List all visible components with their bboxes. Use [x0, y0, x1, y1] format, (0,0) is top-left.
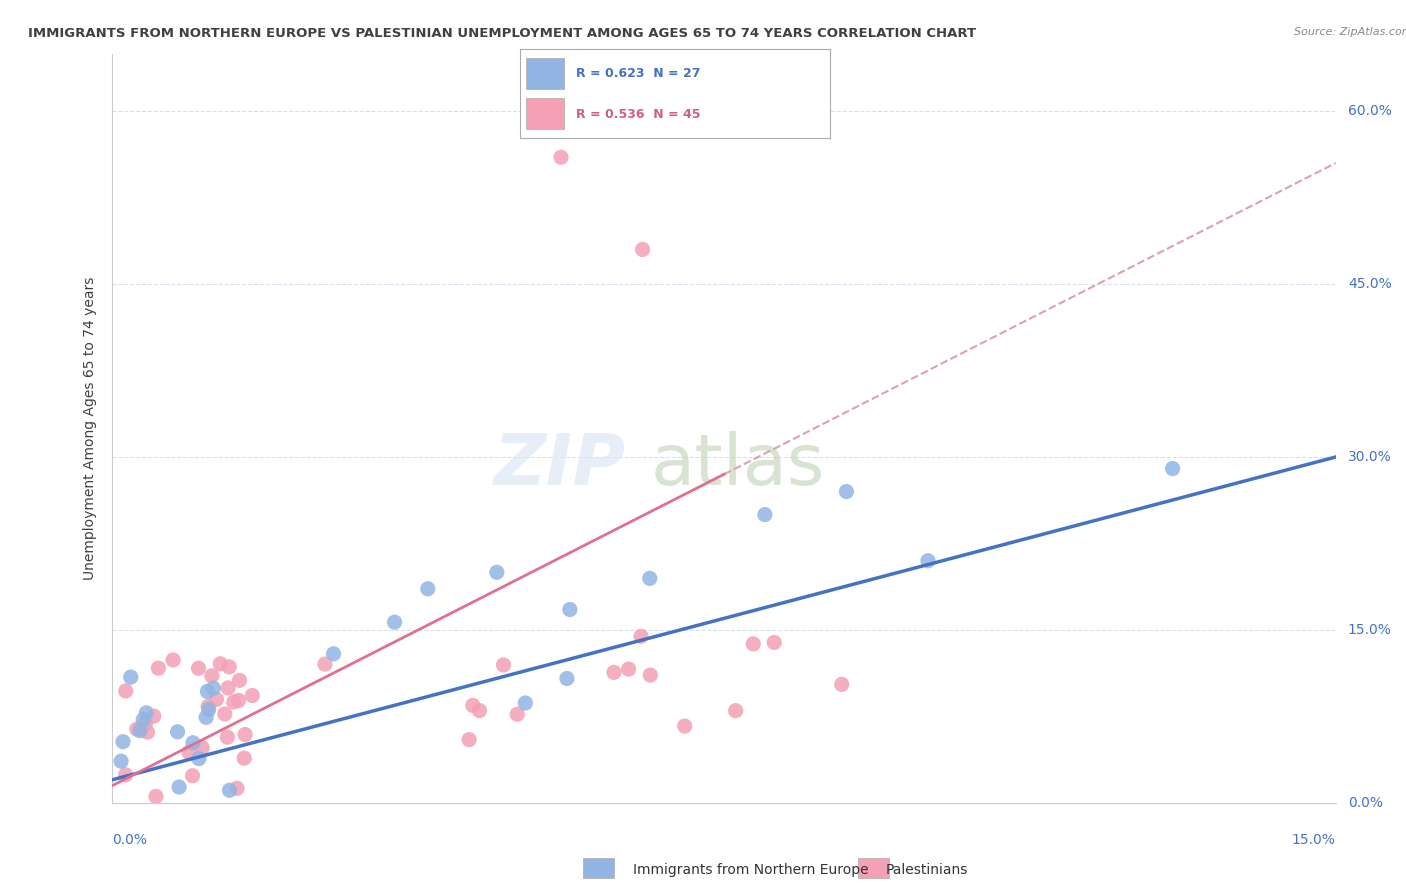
Point — [228, 693, 250, 707]
Point — [763, 635, 786, 649]
Point — [135, 706, 157, 720]
Point — [217, 730, 239, 744]
Point — [209, 657, 232, 671]
Point — [125, 722, 148, 736]
Point — [630, 629, 652, 643]
Point — [181, 736, 204, 750]
Point — [617, 662, 640, 676]
Point — [202, 681, 225, 695]
Point — [114, 684, 136, 698]
Text: IMMIGRANTS FROM NORTHERN EUROPE VS PALESTINIAN UNEMPLOYMENT AMONG AGES 65 TO 74 : IMMIGRANTS FROM NORTHERN EUROPE VS PALES… — [28, 27, 976, 40]
Point — [917, 554, 939, 568]
Point — [187, 751, 209, 765]
Text: Source: ZipAtlas.com: Source: ZipAtlas.com — [1294, 27, 1406, 37]
Point — [240, 689, 263, 703]
Text: 0.0%: 0.0% — [112, 833, 148, 847]
Point — [485, 566, 508, 580]
Text: R = 0.623  N = 27: R = 0.623 N = 27 — [576, 67, 700, 79]
Point — [638, 571, 661, 585]
Point — [640, 668, 662, 682]
Text: Palestinians: Palestinians — [886, 863, 969, 877]
Point — [754, 508, 776, 522]
Point — [550, 150, 572, 164]
Point — [724, 704, 747, 718]
Point — [461, 698, 484, 713]
Point — [314, 657, 336, 672]
Point — [631, 243, 654, 257]
Point — [201, 669, 224, 683]
Point — [197, 699, 219, 714]
Point — [226, 781, 249, 796]
Point — [492, 658, 515, 673]
Text: R = 0.536  N = 45: R = 0.536 N = 45 — [576, 108, 700, 120]
FancyBboxPatch shape — [526, 98, 564, 129]
Point — [142, 709, 165, 723]
Point — [233, 751, 256, 765]
Point — [416, 582, 439, 596]
Text: 60.0%: 60.0% — [1348, 104, 1392, 118]
Point — [506, 707, 529, 722]
Point — [166, 724, 188, 739]
Point — [167, 780, 190, 794]
Point — [145, 789, 167, 804]
Point — [742, 637, 765, 651]
Point — [191, 740, 214, 755]
Text: atlas: atlas — [651, 431, 825, 500]
Point — [162, 653, 184, 667]
FancyBboxPatch shape — [526, 58, 564, 89]
Point — [197, 684, 219, 698]
Point — [555, 672, 578, 686]
Point — [228, 673, 250, 688]
Point — [218, 660, 240, 674]
Point — [129, 723, 152, 738]
Point — [187, 661, 209, 675]
Point — [195, 710, 218, 724]
Point — [218, 783, 240, 797]
Point — [197, 702, 219, 716]
Point — [214, 706, 236, 721]
Point — [217, 681, 239, 695]
Point — [148, 661, 170, 675]
Text: 15.0%: 15.0% — [1292, 833, 1336, 847]
Point — [603, 665, 626, 680]
Text: 15.0%: 15.0% — [1348, 623, 1392, 637]
Point — [831, 677, 853, 691]
Point — [468, 704, 491, 718]
Point — [134, 716, 156, 731]
Point — [1161, 461, 1184, 475]
Point — [458, 732, 481, 747]
Point — [205, 692, 228, 706]
Point — [177, 745, 200, 759]
Point — [322, 647, 344, 661]
Point — [835, 484, 858, 499]
Text: 45.0%: 45.0% — [1348, 277, 1392, 291]
Point — [673, 719, 696, 733]
Point — [384, 615, 406, 630]
Point — [111, 734, 134, 748]
Point — [120, 670, 142, 684]
Text: ZIP: ZIP — [494, 431, 626, 500]
Text: Immigrants from Northern Europe: Immigrants from Northern Europe — [633, 863, 869, 877]
Point — [136, 725, 159, 739]
Point — [132, 713, 155, 727]
Text: 30.0%: 30.0% — [1348, 450, 1392, 464]
Point — [181, 769, 204, 783]
Point — [114, 768, 136, 782]
Point — [110, 754, 132, 768]
Point — [233, 727, 256, 741]
Text: 0.0%: 0.0% — [1348, 796, 1384, 810]
Point — [515, 696, 537, 710]
Point — [222, 695, 245, 709]
Y-axis label: Unemployment Among Ages 65 to 74 years: Unemployment Among Ages 65 to 74 years — [83, 277, 97, 580]
Point — [558, 602, 581, 616]
